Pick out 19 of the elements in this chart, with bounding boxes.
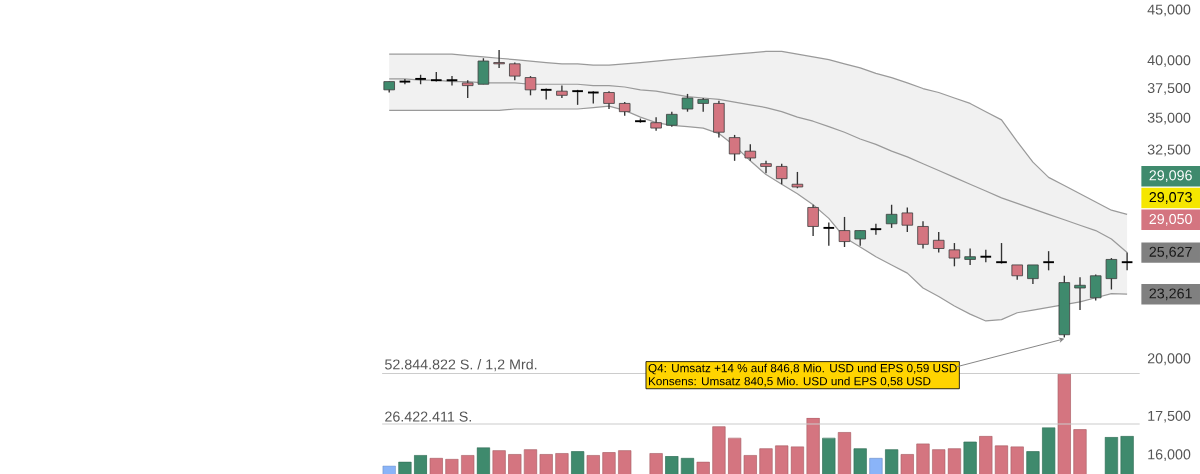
candlestick (493, 48, 505, 69)
candlestick (807, 203, 819, 237)
candlestick (995, 241, 1008, 264)
candlestick (524, 75, 537, 96)
candlestick (964, 247, 976, 266)
candlestick (445, 75, 459, 86)
candlestick (948, 241, 961, 267)
candlestick (713, 99, 725, 138)
candlestick (917, 220, 929, 249)
candlestick (1120, 251, 1134, 271)
candlestick (760, 159, 772, 174)
candlestick (1074, 276, 1086, 311)
candlestick (932, 230, 945, 253)
candlestick (838, 215, 851, 248)
candlestick (1042, 250, 1055, 271)
candlestick (869, 222, 883, 236)
candlestick (775, 162, 788, 185)
candlestick (822, 221, 836, 246)
candlestick (1027, 263, 1039, 285)
